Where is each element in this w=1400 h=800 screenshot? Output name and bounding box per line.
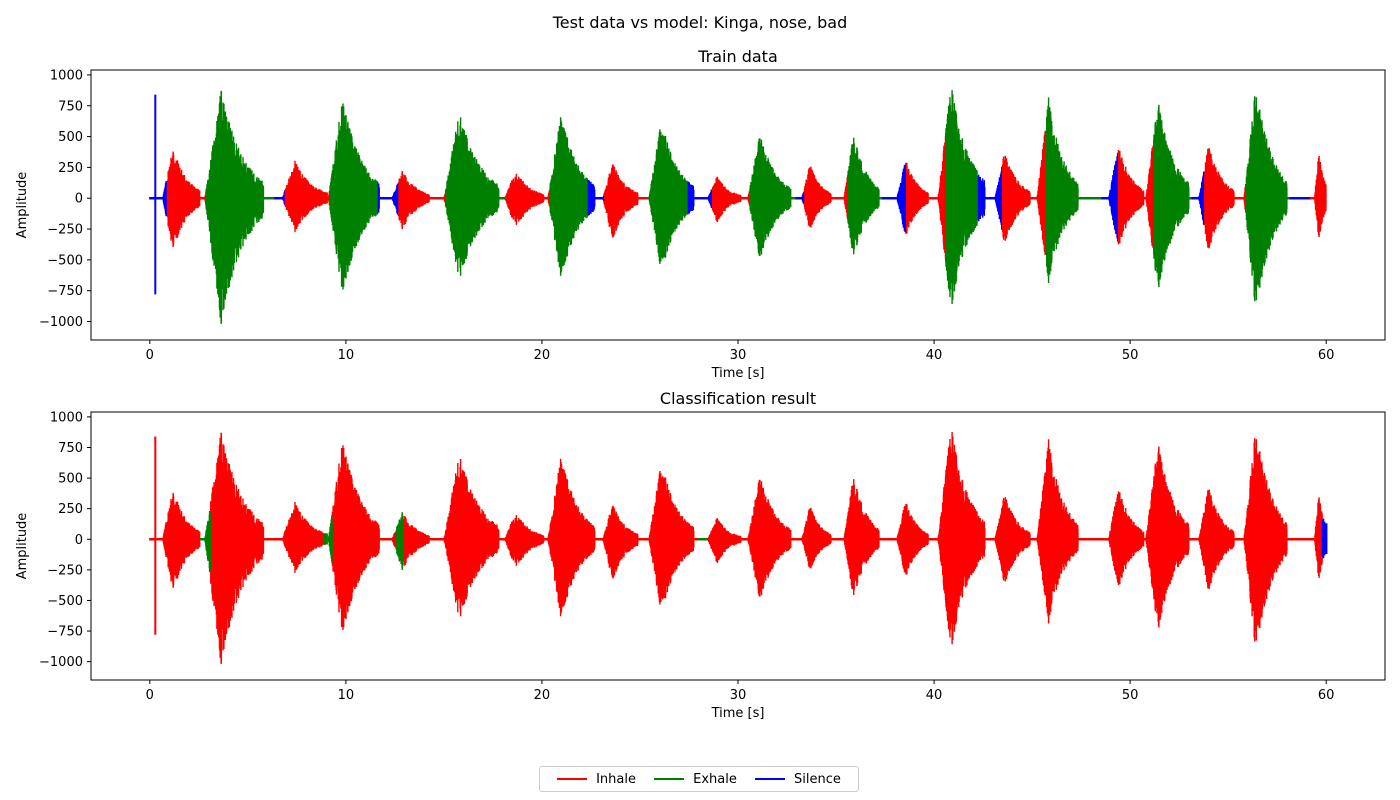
x-tick-label: 60 <box>1318 688 1335 703</box>
y-tick-label: −250 <box>47 563 83 578</box>
series-exhale <box>206 90 1290 324</box>
series-inhale <box>149 432 1323 664</box>
x-tick-label: 0 <box>146 348 154 363</box>
y-axis-label: Amplitude <box>15 172 30 239</box>
legend-label-silence: Silence <box>794 771 841 787</box>
legend-swatch-silence <box>755 778 786 780</box>
panel-title: Train data <box>697 47 778 66</box>
legend-entry-inhale: Inhale <box>557 772 636 787</box>
y-tick-label: 500 <box>58 130 83 145</box>
x-tick-label: 50 <box>1122 348 1139 363</box>
y-tick-label: 0 <box>75 192 83 207</box>
y-tick-label: −750 <box>47 284 83 299</box>
x-tick-label: 20 <box>534 348 551 363</box>
x-axis-label: Time [s] <box>711 706 765 721</box>
waveform <box>149 90 1327 324</box>
x-tick-label: 0 <box>146 688 154 703</box>
y-tick-label: 0 <box>75 533 83 548</box>
y-tick-label: −1000 <box>39 315 83 330</box>
y-tick-label: −750 <box>47 625 83 640</box>
legend-entry-exhale: Exhale <box>654 772 737 787</box>
x-axis-label: Time [s] <box>711 366 765 381</box>
panel-title: Classification result <box>660 389 816 408</box>
y-tick-label: 250 <box>58 502 83 517</box>
legend-label-inhale: Inhale <box>596 771 636 787</box>
x-tick-label: 30 <box>730 688 747 703</box>
chart-canvas: 0 10 20 30 40 50 6010007505002500−250−500−750−… <box>15 47 1386 721</box>
x-tick-label: 10 <box>338 348 355 363</box>
legend-label-exhale: Exhale <box>693 771 737 787</box>
y-tick-label: 250 <box>58 161 83 176</box>
y-tick-label: −250 <box>47 223 83 238</box>
y-tick-label: 1000 <box>50 68 83 83</box>
figure-title: Test data vs model: Kinga, nose, bad <box>552 13 848 32</box>
series-exhale <box>200 511 708 573</box>
y-axis-label: Amplitude <box>15 513 30 580</box>
y-tick-label: 750 <box>58 441 83 456</box>
y-tick-label: −1000 <box>39 655 83 670</box>
x-tick-label: 30 <box>730 348 747 363</box>
y-tick-label: −500 <box>47 594 83 609</box>
legend: Inhale Exhale Silence <box>539 766 859 792</box>
legend-swatch-exhale <box>654 778 685 780</box>
train-data-panel: 0 10 20 30 40 50 60 1000 750 500 250 0 −250 −500 −750 −… <box>15 47 1386 381</box>
x-tick-label: 40 <box>926 688 943 703</box>
y-tick-label: −500 <box>47 253 83 268</box>
x-tick-label: 60 <box>1318 348 1335 363</box>
series-inhale <box>166 130 1327 263</box>
x-tick-label: 50 <box>1122 688 1139 703</box>
y-tick-label: 1000 <box>50 410 83 425</box>
legend-swatch-inhale <box>557 778 588 780</box>
legend-entry-silence: Silence <box>755 772 841 787</box>
x-tick-label: 10 <box>338 688 355 703</box>
x-tick-label: 20 <box>534 688 551 703</box>
y-tick-label: 750 <box>58 99 83 114</box>
y-tick-label: 500 <box>58 472 83 487</box>
waveform <box>149 432 1328 664</box>
classification-result-panel: 0 10 20 30 40 50 60 1000 750 500 250 0 −250 −500 −750 −… <box>15 389 1386 721</box>
x-tick-label: 40 <box>926 348 943 363</box>
